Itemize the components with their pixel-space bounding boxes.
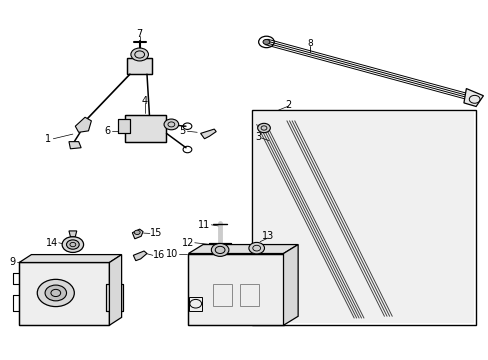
Polygon shape [200, 129, 216, 139]
Circle shape [37, 279, 74, 307]
Polygon shape [19, 255, 122, 262]
Bar [19, 262, 109, 325]
Circle shape [66, 240, 79, 249]
Polygon shape [75, 117, 91, 132]
Circle shape [211, 243, 228, 256]
Polygon shape [463, 89, 483, 107]
Text: 11: 11 [198, 220, 210, 230]
Text: 9: 9 [10, 257, 16, 267]
Circle shape [257, 123, 270, 133]
Text: 16: 16 [153, 250, 165, 260]
Bar [127, 58, 152, 74]
Polygon shape [132, 229, 143, 239]
Bar [209, 243, 230, 247]
Text: 3: 3 [255, 132, 261, 142]
Polygon shape [188, 244, 298, 253]
Circle shape [45, 285, 66, 301]
Circle shape [263, 40, 269, 44]
Bar [254, 112, 473, 323]
Bar [209, 243, 230, 247]
Text: 6: 6 [104, 126, 110, 135]
Bar [212, 284, 232, 306]
Circle shape [131, 48, 148, 61]
Bar [19, 262, 109, 325]
Bar [127, 58, 152, 74]
Text: 5: 5 [179, 126, 185, 135]
Text: 4: 4 [141, 96, 147, 106]
Text: 10: 10 [166, 248, 178, 258]
Polygon shape [69, 141, 81, 149]
Polygon shape [133, 251, 147, 261]
Bar [125, 116, 166, 142]
Circle shape [62, 237, 83, 252]
Bar [105, 284, 122, 311]
Polygon shape [283, 244, 298, 325]
Text: 12: 12 [182, 238, 194, 248]
Text: 15: 15 [149, 228, 162, 238]
Polygon shape [69, 231, 77, 237]
Text: 2: 2 [285, 100, 291, 110]
Bar [188, 253, 283, 325]
Bar [118, 119, 130, 134]
Text: 14: 14 [46, 238, 58, 248]
Text: 7: 7 [136, 29, 142, 39]
Bar [105, 284, 122, 311]
Text: 13: 13 [261, 231, 273, 240]
Circle shape [134, 230, 140, 234]
Polygon shape [109, 255, 122, 325]
Bar [118, 119, 130, 134]
Bar [125, 116, 166, 142]
Bar [251, 110, 475, 325]
Circle shape [163, 119, 178, 130]
Circle shape [248, 242, 264, 254]
Bar [189, 297, 201, 311]
Text: 1: 1 [45, 134, 51, 144]
Bar [239, 284, 259, 306]
Bar [188, 253, 283, 325]
Text: 8: 8 [307, 39, 312, 48]
